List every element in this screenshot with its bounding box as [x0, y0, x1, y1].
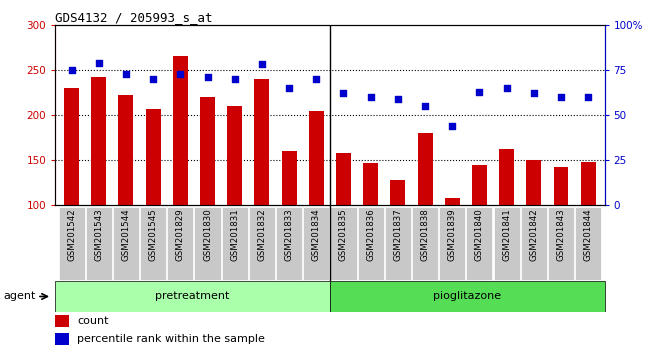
Bar — [336, 153, 351, 205]
Bar — [91, 77, 106, 205]
Bar — [173, 56, 188, 205]
Bar — [227, 106, 242, 205]
Text: pioglitazone: pioglitazone — [433, 291, 501, 302]
Point — [474, 89, 485, 95]
Text: GSM201831: GSM201831 — [230, 209, 239, 261]
Bar — [554, 167, 569, 205]
Text: percentile rank within the sample: percentile rank within the sample — [77, 334, 265, 344]
Text: GSM201841: GSM201841 — [502, 209, 511, 261]
Text: GSM201830: GSM201830 — [203, 209, 212, 261]
Text: GDS4132 / 205993_s_at: GDS4132 / 205993_s_at — [55, 11, 213, 24]
FancyBboxPatch shape — [466, 207, 493, 280]
Point — [229, 76, 240, 82]
Bar — [309, 110, 324, 205]
Text: GSM201835: GSM201835 — [339, 209, 348, 261]
FancyBboxPatch shape — [113, 207, 139, 280]
Bar — [55, 281, 330, 312]
FancyBboxPatch shape — [222, 207, 248, 280]
Point — [311, 76, 322, 82]
Point — [121, 71, 131, 76]
FancyBboxPatch shape — [330, 207, 356, 280]
Text: GSM201544: GSM201544 — [122, 209, 131, 261]
FancyBboxPatch shape — [385, 207, 411, 280]
FancyBboxPatch shape — [304, 207, 330, 280]
Point — [365, 94, 376, 100]
Point — [338, 91, 348, 96]
Point — [556, 94, 566, 100]
Point — [66, 67, 77, 73]
FancyBboxPatch shape — [521, 207, 547, 280]
Text: GSM201838: GSM201838 — [421, 209, 430, 261]
Text: GSM201839: GSM201839 — [448, 209, 457, 261]
Bar — [254, 79, 269, 205]
Text: agent: agent — [3, 291, 36, 302]
Bar — [55, 315, 69, 327]
Bar — [281, 151, 296, 205]
Bar — [64, 88, 79, 205]
FancyBboxPatch shape — [493, 207, 519, 280]
FancyBboxPatch shape — [575, 207, 601, 280]
Bar — [580, 162, 595, 205]
Bar — [200, 97, 215, 205]
Text: GSM201840: GSM201840 — [475, 209, 484, 261]
Point — [583, 94, 593, 100]
FancyBboxPatch shape — [58, 207, 84, 280]
Point — [528, 91, 539, 96]
Text: GSM201832: GSM201832 — [257, 209, 266, 261]
Text: GSM201545: GSM201545 — [149, 209, 158, 261]
FancyBboxPatch shape — [358, 207, 384, 280]
Bar — [118, 95, 133, 205]
Text: GSM201843: GSM201843 — [556, 209, 566, 261]
Point — [175, 71, 185, 76]
Bar — [472, 165, 487, 205]
Text: GSM201829: GSM201829 — [176, 209, 185, 261]
Text: GSM201543: GSM201543 — [94, 209, 103, 261]
Point — [501, 85, 512, 91]
Text: GSM201836: GSM201836 — [366, 209, 375, 261]
Text: count: count — [77, 316, 109, 326]
Text: GSM201837: GSM201837 — [393, 209, 402, 261]
Bar — [526, 160, 541, 205]
Text: GSM201834: GSM201834 — [312, 209, 321, 261]
Bar — [363, 163, 378, 205]
Point — [202, 74, 213, 80]
Bar — [417, 133, 432, 205]
Point — [284, 85, 294, 91]
FancyBboxPatch shape — [194, 207, 220, 280]
FancyBboxPatch shape — [276, 207, 302, 280]
Text: pretreatment: pretreatment — [155, 291, 229, 302]
Point — [447, 123, 458, 129]
FancyBboxPatch shape — [167, 207, 194, 280]
FancyBboxPatch shape — [412, 207, 438, 280]
Text: GSM201542: GSM201542 — [67, 209, 76, 261]
FancyBboxPatch shape — [86, 207, 112, 280]
Bar — [445, 198, 460, 205]
Bar — [330, 281, 604, 312]
Bar — [55, 333, 69, 345]
FancyBboxPatch shape — [439, 207, 465, 280]
Point — [94, 60, 104, 65]
Point — [420, 103, 430, 109]
Bar — [391, 180, 406, 205]
Text: GSM201842: GSM201842 — [529, 209, 538, 261]
FancyBboxPatch shape — [548, 207, 574, 280]
Point — [148, 76, 159, 82]
Bar — [146, 109, 161, 205]
Bar — [499, 149, 514, 205]
Text: GSM201844: GSM201844 — [584, 209, 593, 261]
FancyBboxPatch shape — [249, 207, 275, 280]
FancyBboxPatch shape — [140, 207, 166, 280]
Point — [393, 96, 403, 102]
Point — [257, 62, 267, 67]
Text: GSM201833: GSM201833 — [285, 209, 294, 261]
